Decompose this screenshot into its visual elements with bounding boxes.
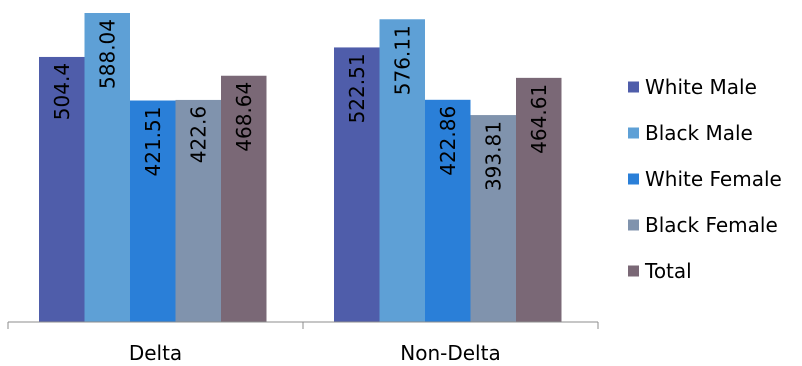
legend-item-label: Total [644, 259, 692, 283]
data-label: 522.51 [345, 53, 369, 123]
bar-delta-black-female [175, 99, 221, 322]
data-label: 588.04 [95, 19, 119, 89]
legend-swatch [628, 219, 639, 231]
data-label: 468.64 [232, 82, 256, 152]
legend-swatch [628, 81, 639, 93]
data-label: 422.86 [436, 106, 460, 176]
bar-non-delta-black-female [470, 115, 516, 323]
legend-swatch [628, 173, 639, 185]
legend-item-label: Black Male [645, 121, 753, 145]
legend-swatch [628, 265, 639, 277]
bar-non-delta-total [516, 77, 562, 322]
bar-non-delta-black-male [379, 19, 425, 322]
legend-item-label: White Female [645, 167, 782, 191]
bar-delta-white-male [39, 56, 85, 322]
data-label: 393.81 [481, 121, 505, 191]
data-label: 504.4 [50, 63, 74, 120]
legend-swatch [628, 127, 639, 139]
legend-item-label: White Male [645, 75, 757, 99]
legend-item-label: Black Female [645, 213, 778, 237]
data-label: 576.11 [390, 25, 414, 95]
data-label: 464.61 [527, 84, 551, 154]
bar-non-delta-white-female [425, 99, 471, 322]
bar-delta-white-female [130, 100, 176, 322]
bar-non-delta-white-male [334, 47, 380, 323]
bar-delta-total [221, 75, 267, 322]
x-tick-label: Non-Delta [400, 341, 500, 365]
x-tick-label: Delta [129, 341, 182, 365]
bar-delta-black-male [84, 13, 130, 322]
data-label: 422.6 [186, 106, 210, 163]
data-label: 421.51 [141, 107, 165, 177]
